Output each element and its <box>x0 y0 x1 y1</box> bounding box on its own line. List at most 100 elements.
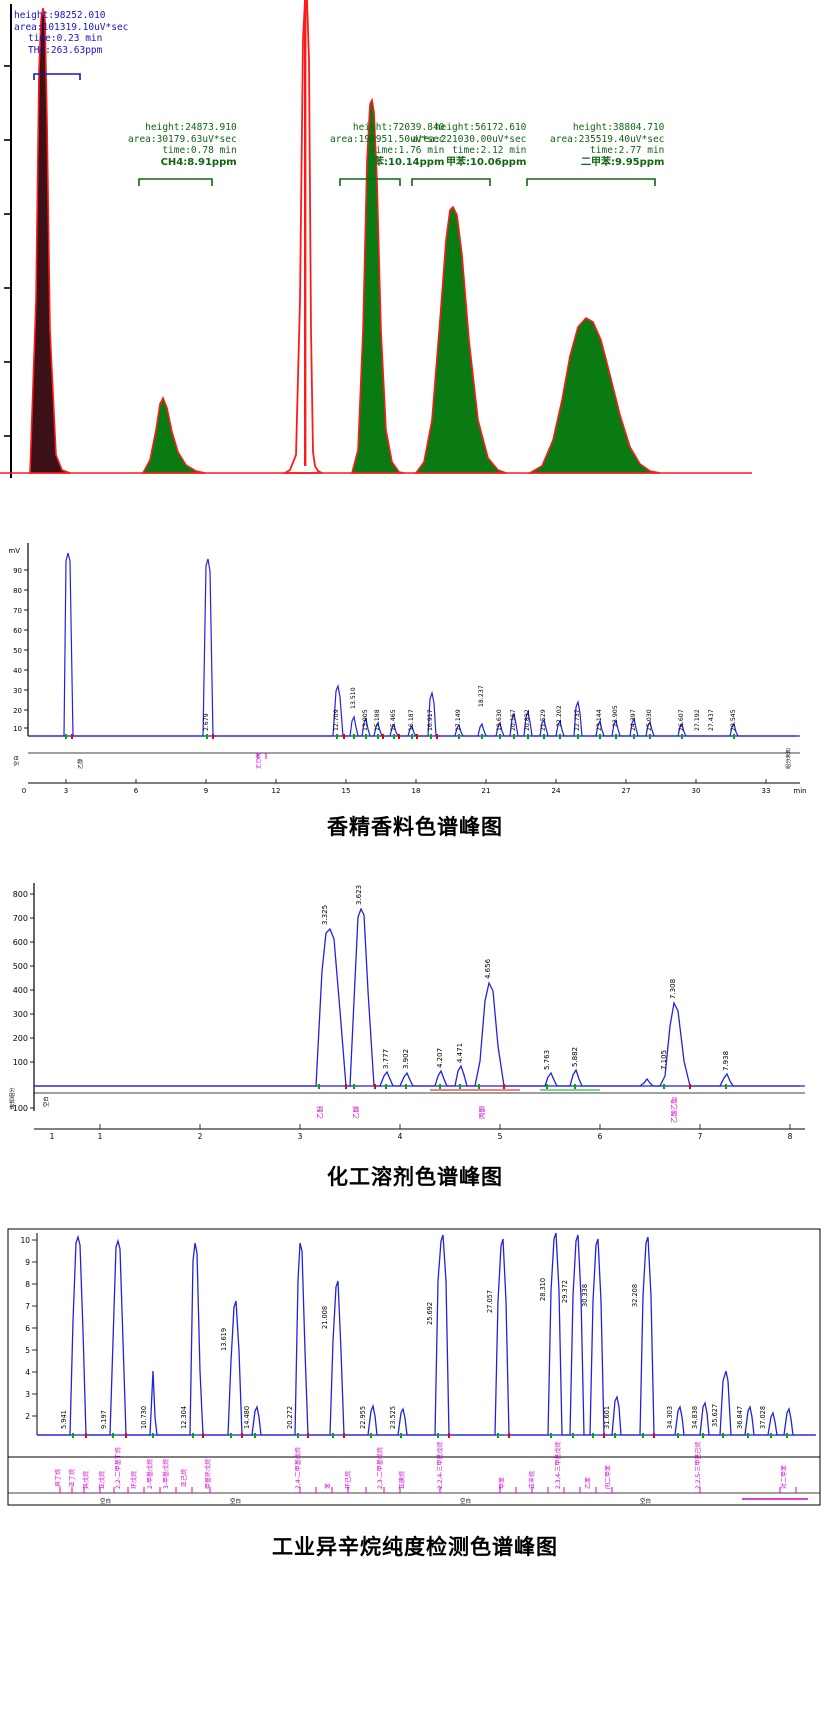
svg-text:异戊烷: 异戊烷 <box>82 1471 90 1489</box>
fig1-label-toluene: height:56172.610 area:221030.00uV*sec ti… <box>412 122 526 168</box>
fig1-bracket-xylene <box>526 178 656 186</box>
svg-text:29.372: 29.372 <box>561 1280 569 1303</box>
svg-text:30.338: 30.338 <box>581 1284 589 1307</box>
svg-text:2,2-二甲基丁烷: 2,2-二甲基丁烷 <box>114 1447 122 1489</box>
svg-text:环己烷: 环己烷 <box>344 1471 352 1489</box>
fig3-x-tickmarks <box>99 1124 791 1129</box>
figure-chemical-solvent: 800 700 600 500 400 300 200 100 -100 <box>0 871 830 1195</box>
svg-text:mV: mV <box>8 547 20 555</box>
fig4-component-labels: 异丁烷 正丁烷 异戊烷 正戊烷 2,2-二甲基丁烷 环戊烷 2-甲基戊烷 3-甲… <box>54 1442 788 1489</box>
svg-text:2,3-二甲基戊烷: 2,3-二甲基戊烷 <box>376 1447 384 1489</box>
svg-text:5: 5 <box>25 1346 30 1355</box>
svg-text:700: 700 <box>13 914 28 923</box>
benzene-height: height:72039.840 <box>352 122 445 133</box>
svg-text:24.397: 24.397 <box>630 709 637 731</box>
fig4-annotation-panel: 异丁烷 正丁烷 异戊烷 正戊烷 2,2-二甲基丁烷 环戊烷 2-甲基戊烷 3-甲… <box>7 1442 821 1506</box>
fig1-peak-thc <box>29 7 71 474</box>
fig3-component-labels: 乙醚 乙醇 丙酮 乙酸乙酯 <box>315 1097 678 1124</box>
fig1-peak-benzene <box>350 97 405 474</box>
fig4-trace <box>37 1232 815 1436</box>
svg-text:环戊烷: 环戊烷 <box>130 1471 138 1489</box>
svg-text:3-甲基戊烷: 3-甲基戊烷 <box>162 1459 170 1489</box>
svg-text:4.207: 4.207 <box>436 1048 444 1068</box>
svg-text:9.197: 9.197 <box>100 1410 108 1429</box>
svg-text:乙苯: 乙苯 <box>584 1477 592 1489</box>
fig2-annotation-band: 空白 乙醇 正己烷 组分未知 <box>12 748 800 769</box>
svg-text:3.325: 3.325 <box>321 905 329 925</box>
ch4-conc: CH4:8.91ppm <box>160 156 237 168</box>
fig3-peak-markers <box>318 1084 727 1089</box>
svg-text:29.545: 29.545 <box>730 709 737 731</box>
thc-time: time:0.23 min <box>28 33 103 44</box>
svg-text:14.480: 14.480 <box>243 1406 251 1429</box>
svg-text:10: 10 <box>20 1236 30 1245</box>
svg-text:2.679: 2.679 <box>203 713 210 731</box>
fig3-svg: 800 700 600 500 400 300 200 100 -100 <box>8 883 805 1141</box>
fig4-peak-markers <box>72 1433 788 1438</box>
figure-thc-chromatogram: height:98252.010 area:101319.10uV*sec ti… <box>0 0 830 505</box>
fig2-peak-markers <box>65 734 735 739</box>
svg-text:22.202: 22.202 <box>556 705 563 727</box>
benzene-time: time:1.76 min <box>370 145 445 156</box>
svg-text:间二甲苯: 间二甲苯 <box>604 1465 612 1489</box>
fig2-y-ticklabels: mV 90 80 70 60 50 40 30 20 10 <box>8 547 22 733</box>
benzene-conc: 苯:10.14ppm <box>374 156 445 168</box>
svg-text:27.437: 27.437 <box>708 709 715 731</box>
svg-text:22.737: 22.737 <box>574 709 581 731</box>
svg-text:80: 80 <box>13 587 22 595</box>
svg-text:18.237: 18.237 <box>478 685 485 707</box>
svg-text:16.917: 16.917 <box>427 709 434 731</box>
xylene-height: height:38804.710 <box>572 122 665 133</box>
svg-text:7: 7 <box>698 1132 703 1141</box>
fig3-annotation-band: 未知组分 空白 <box>8 1087 805 1109</box>
svg-text:34.303: 34.303 <box>666 1406 674 1429</box>
svg-text:13.619: 13.619 <box>220 1328 228 1351</box>
xylene-conc: 二甲苯:9.95ppm <box>580 156 665 168</box>
thc-area: area:101319.10uV*sec <box>14 21 129 33</box>
svg-text:正己烷: 正己烷 <box>180 1469 188 1487</box>
svg-text:27.192: 27.192 <box>694 709 701 731</box>
svg-text:5.763: 5.763 <box>543 1050 551 1070</box>
svg-text:空白: 空白 <box>100 1497 111 1505</box>
svg-text:12: 12 <box>272 787 281 795</box>
fig1-bracket-benzene <box>339 178 401 186</box>
svg-text:25.030: 25.030 <box>646 709 653 731</box>
svg-text:2,2,5-三甲基己烷: 2,2,5-三甲基己烷 <box>694 1442 702 1489</box>
fig2-trace <box>28 552 795 737</box>
fig1-y-ticks <box>4 65 11 437</box>
fig3-y-tickmarks <box>30 893 34 1109</box>
fig1-bracket-ch4 <box>138 178 213 186</box>
svg-text:500: 500 <box>13 962 28 971</box>
fig1-label-benzene: height:72039.840 area:199951.50uV*sec ti… <box>330 122 444 168</box>
ch4-area: area:30179.63uV*sec <box>128 133 237 145</box>
svg-text:36.847: 36.847 <box>736 1406 744 1429</box>
fig2-y-tickmarks <box>24 569 28 729</box>
svg-text:16.187: 16.187 <box>408 709 415 731</box>
svg-text:乙醇: 乙醇 <box>351 1106 360 1120</box>
toluene-area: area:221030.00uV*sec <box>412 133 527 145</box>
svg-text:9: 9 <box>25 1258 30 1267</box>
thc-height: height:98252.010 <box>14 10 106 21</box>
toluene-height: height:56172.610 <box>434 122 527 133</box>
svg-text:6: 6 <box>598 1132 603 1141</box>
fig2-peak-labels: 2.679 12.709 13.510 13.905 15.188 15.465… <box>203 685 737 731</box>
svg-text:1: 1 <box>98 1132 103 1141</box>
svg-text:300: 300 <box>13 1010 28 1019</box>
toluene-time: time:2.12 min <box>452 145 527 156</box>
svg-text:20.272: 20.272 <box>286 1406 294 1429</box>
fig1-label-xylene: height:38804.710 area:235519.40uV*sec ti… <box>550 122 664 168</box>
svg-text:8: 8 <box>25 1280 30 1289</box>
fig3-y-ticklabels: 800 700 600 500 400 300 200 100 -100 <box>10 890 28 1113</box>
svg-text:12.304: 12.304 <box>180 1406 188 1429</box>
svg-text:37.028: 37.028 <box>759 1406 767 1429</box>
svg-text:23.905: 23.905 <box>612 705 619 727</box>
fig1-peak-toluene <box>414 205 507 474</box>
svg-text:100: 100 <box>13 1058 28 1067</box>
svg-text:35.627: 35.627 <box>711 1404 719 1427</box>
svg-text:丙酮: 丙酮 <box>478 1106 486 1120</box>
svg-text:-100: -100 <box>10 1104 28 1113</box>
svg-text:2,2,4-三甲基戊烷: 2,2,4-三甲基戊烷 <box>436 1442 444 1489</box>
svg-text:23.144: 23.144 <box>596 709 603 731</box>
svg-text:40: 40 <box>13 667 22 675</box>
svg-text:27: 27 <box>622 787 631 795</box>
